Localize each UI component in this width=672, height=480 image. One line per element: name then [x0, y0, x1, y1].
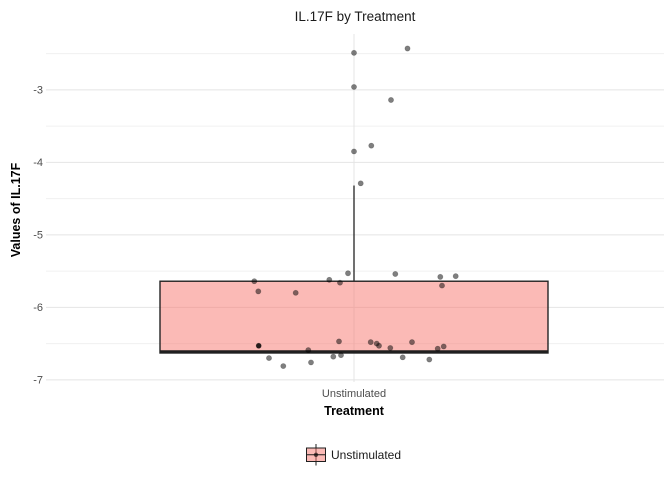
jitter-point: [392, 271, 399, 277]
jitter-point: [437, 273, 444, 280]
y-tick-label: -4: [33, 157, 43, 169]
jitter-point: [434, 345, 441, 352]
jitter-point: [255, 288, 262, 295]
y-axis-title: Values of IL.17F: [9, 162, 23, 257]
jitter-point: [439, 282, 445, 289]
jitter-point: [409, 339, 415, 346]
legend: Unstimulated: [306, 444, 401, 466]
jitter-point: [326, 276, 333, 283]
y-tick-label: -3: [33, 84, 43, 96]
jitter-point: [404, 45, 411, 52]
legend-key-point: [313, 452, 319, 457]
y-tick-label: -6: [33, 302, 43, 314]
plot-area: -3 -4 -5 -6 -7: [33, 34, 664, 386]
jitter-point: [308, 359, 314, 366]
legend-key-boxplot-glyph: [306, 444, 326, 466]
chart-title: IL.17F by Treatment: [295, 9, 416, 24]
y-tick-label: -7: [33, 374, 43, 386]
jitter-point: [426, 356, 433, 363]
jitter-point: [351, 148, 357, 155]
jitter-point: [368, 142, 375, 149]
box: [159, 280, 549, 354]
jitter-point: [351, 49, 357, 56]
x-axis-title: Treatment: [324, 404, 385, 418]
jitter-point: [280, 363, 287, 369]
y-tick-label: -5: [33, 229, 43, 241]
legend-label: Unstimulated: [331, 448, 401, 462]
jitter-point: [345, 270, 351, 277]
jitter-point: [399, 354, 406, 361]
jitter-point: [452, 273, 459, 280]
jitter-point: [266, 355, 272, 362]
jitter-point: [357, 180, 364, 187]
jitter-point: [367, 339, 374, 346]
jitter-point: [337, 279, 343, 286]
jitter-point: [251, 278, 258, 285]
jitter-point: [376, 342, 382, 349]
jitter-point: [255, 342, 262, 349]
jitter-point: [330, 353, 337, 360]
jitter-point: [351, 83, 357, 90]
jitter-point: [388, 97, 394, 103]
jitter-point: [336, 338, 342, 345]
jitter-point: [440, 343, 447, 350]
jitter-point: [387, 344, 394, 351]
jitter-point: [292, 289, 299, 296]
jitter-point: [305, 347, 312, 354]
x-tick-label: Unstimulated: [322, 388, 386, 400]
jitter-point: [338, 352, 344, 359]
